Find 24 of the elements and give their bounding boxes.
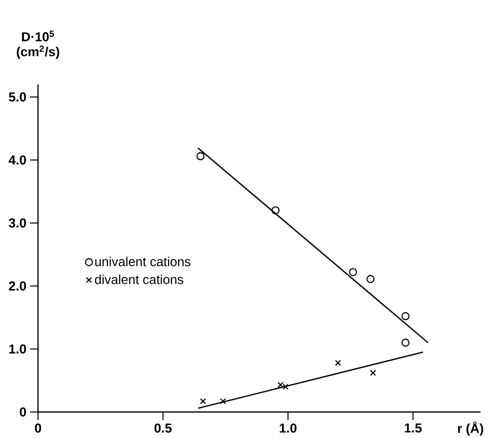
x-axis-title: r (Å) [458,422,484,436]
point [401,338,410,347]
x-tick-label: 1.5 [404,424,422,433]
y-tick-label: 4.0 [8,155,26,165]
point [196,152,205,160]
point [220,398,226,404]
x-tick-label: 1.0 [280,424,296,433]
point [200,398,206,404]
point [348,268,358,276]
y-tick-label: 2.0 [8,281,26,291]
y-tick-label: 5.0 [8,92,26,102]
point [366,275,375,284]
point [401,312,410,320]
point [334,360,342,366]
x-tick-label: 0 [34,424,42,433]
y-tick-label: 1.0 [9,344,26,354]
legend-label: divalent cations [94,274,184,284]
y-tick-label: 0 [20,407,26,417]
legend-label: univalent cations [95,256,190,266]
text: D·10$^{5}$ (cm$^{2}$/s) [16,30,60,59]
point [271,206,280,214]
point [370,370,376,376]
x-tick-label: 0.5 [154,424,172,433]
y-tick-label: 3.0 [8,218,26,228]
